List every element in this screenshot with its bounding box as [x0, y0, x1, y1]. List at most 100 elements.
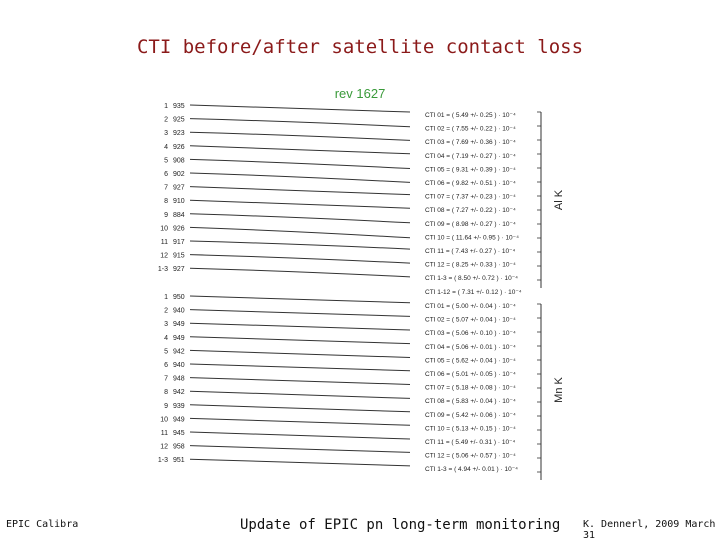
ccd-number: 8 — [164, 389, 168, 396]
cti-value-label: CTI 08 = ( 5.83 +/- 0.04 ) · 10⁻⁴ — [425, 398, 516, 405]
ccd-number: 9 — [164, 212, 168, 219]
cti-value-label: CTI 01 = ( 5.00 +/- 0.04 ) · 10⁻⁴ — [425, 303, 516, 310]
ccd-number: 12 — [160, 444, 168, 451]
cti-trace — [189, 104, 411, 113]
rev-number: 915 — [173, 253, 185, 260]
rev-number: 902 — [173, 171, 185, 178]
ccd-number: 4 — [164, 144, 168, 151]
cti-value-label: CTI 07 = ( 7.37 +/- 0.23 ) · 10⁻⁴ — [425, 194, 516, 201]
ccd-number: 7 — [164, 376, 168, 383]
cti-value-label: CTI 12 = ( 5.06 +/- 0.57 ) · 10⁻⁴ — [425, 453, 516, 460]
ccd-number: 4 — [164, 335, 168, 342]
cti-trace — [189, 458, 411, 467]
rev-number: 945 — [173, 430, 185, 437]
ccd-number: 1 — [164, 294, 168, 301]
ccd-number: 5 — [164, 157, 168, 164]
cti-value-label: CTI 11 = ( 5.49 +/- 0.31 ) · 10⁻⁴ — [425, 439, 515, 446]
ccd-number: 8 — [164, 198, 168, 205]
cti-value-label: CTI 10 = ( 11.64 +/- 0.95 ) · 10⁻⁴ — [425, 234, 519, 241]
rev-number: 949 — [173, 335, 185, 342]
cti-trace — [189, 145, 411, 155]
cti-value-label: CTI 06 = ( 5.01 +/- 0.05 ) · 10⁻⁴ — [425, 371, 516, 378]
ccd-number: 6 — [164, 171, 168, 178]
cti-trace — [189, 186, 411, 196]
cti-value-label: CTI 12 = ( 8.25 +/- 0.33 ) · 10⁻⁴ — [425, 262, 516, 269]
cti-value-label: CTI 05 = ( 9.31 +/- 0.39 ) · 10⁻⁴ — [425, 166, 516, 173]
cti-trace — [189, 336, 411, 345]
ccd-number: 11 — [161, 430, 168, 437]
cti-value-label: CTI 02 = ( 5.07 +/- 0.04 ) · 10⁻⁴ — [425, 317, 516, 324]
cti-trace — [189, 445, 411, 453]
cti-trace — [189, 309, 411, 317]
rev-number: 949 — [173, 321, 185, 328]
cti-value-label: CTI 01 = ( 5.49 +/- 0.25 ) · 10⁻⁴ — [425, 112, 516, 119]
cti-value-label: CTI 11 = ( 7.43 +/- 0.27 ) · 10⁻⁴ — [425, 248, 515, 255]
cti-trace — [189, 417, 411, 426]
cti-value-label: CTI 1-3 = ( 8.50 +/- 0.72 ) · 10⁻⁴ — [425, 275, 518, 282]
rev-number: 949 — [173, 416, 185, 423]
ccd-number: 10 — [160, 416, 168, 423]
cti-value-label: CTI 07 = ( 5.18 +/- 0.08 ) · 10⁻⁴ — [425, 385, 516, 392]
rev-number: 926 — [173, 225, 185, 232]
ccd-number: 1 — [164, 103, 168, 110]
cti-value-label: CTI 09 = ( 5.42 +/- 0.06 ) · 10⁻⁴ — [425, 412, 516, 419]
rev-number: 951 — [173, 457, 185, 464]
ccd-number: 3 — [164, 130, 168, 137]
rev-number: 908 — [173, 157, 185, 164]
cti-value-label: CTI 1-12 = ( 7.31 +/- 0.12 ) · 10⁻⁴ — [425, 289, 522, 296]
cti-trace — [189, 377, 411, 385]
cti-trace — [189, 431, 411, 440]
rev-number: 927 — [173, 185, 185, 192]
rev-number: 940 — [173, 362, 185, 369]
rev-number: 939 — [173, 403, 185, 410]
cti-trace — [189, 254, 411, 264]
cti-trace — [189, 118, 411, 128]
emission-line-label: Al K — [553, 189, 565, 210]
ccd-number: 6 — [164, 362, 168, 369]
rev-number: 940 — [173, 308, 185, 315]
ccd-number: 1-3 — [158, 266, 168, 273]
ccd-number: 2 — [164, 117, 168, 124]
ccd-number: 9 — [164, 403, 168, 410]
cti-trace — [189, 349, 411, 358]
cti-trace — [189, 199, 411, 209]
cti-trace — [189, 131, 411, 141]
rev-number: 925 — [173, 117, 185, 124]
ccd-number: 12 — [160, 253, 168, 260]
rev-number: 884 — [173, 212, 185, 219]
cti-value-label: CTI 10 = ( 5.13 +/- 0.15 ) · 10⁻⁴ — [425, 425, 516, 432]
ccd-number: 11 — [161, 239, 168, 246]
footer-title: Update of EPIC pn long-term monitoring — [240, 517, 561, 533]
rev-number: 950 — [173, 294, 185, 301]
revolution-label: rev 1627 — [334, 86, 386, 101]
cti-trace — [189, 363, 411, 372]
rev-number: 923 — [173, 130, 185, 137]
ccd-number: 10 — [160, 225, 168, 232]
cti-value-label: CTI 04 = ( 7.19 +/- 0.27 ) · 10⁻⁴ — [425, 153, 516, 160]
cti-trace — [189, 322, 411, 331]
rev-number: 926 — [173, 144, 185, 151]
cti-trace — [189, 390, 411, 399]
ccd-number: 3 — [164, 321, 168, 328]
ccd-number: 7 — [164, 185, 168, 192]
rev-number: 948 — [173, 376, 185, 383]
cti-value-label: CTI 04 = ( 5.06 +/- 0.01 ) · 10⁻⁴ — [425, 344, 516, 351]
ccd-number: 1-3 — [158, 457, 168, 464]
cti-trace — [189, 172, 411, 183]
cti-value-label: CTI 1-3 = ( 4.94 +/- 0.01 ) · 10⁻⁴ — [425, 466, 518, 473]
cti-trace — [189, 213, 411, 224]
cti-value-label: CTI 03 = ( 7.69 +/- 0.36 ) · 10⁻⁴ — [425, 139, 516, 146]
cti-value-label: CTI 05 = ( 5.62 +/- 0.04 ) · 10⁻⁴ — [425, 357, 516, 364]
rev-number: 935 — [173, 103, 185, 110]
rev-number: 942 — [173, 348, 185, 355]
slide-title: CTI before/after satellite contact loss — [136, 36, 584, 58]
footer-author-date: K. Dennerl, 2009 March 31 — [583, 519, 716, 541]
cti-trace — [189, 404, 411, 413]
cti-value-label: CTI 03 = ( 5.06 +/- 0.10 ) · 10⁻⁴ — [425, 330, 516, 337]
cti-trace — [189, 240, 411, 250]
cti-trace — [189, 267, 411, 278]
cti-trace — [189, 295, 411, 304]
footer-left: EPIC Calibra — [6, 519, 79, 530]
ccd-number: 5 — [164, 348, 168, 355]
